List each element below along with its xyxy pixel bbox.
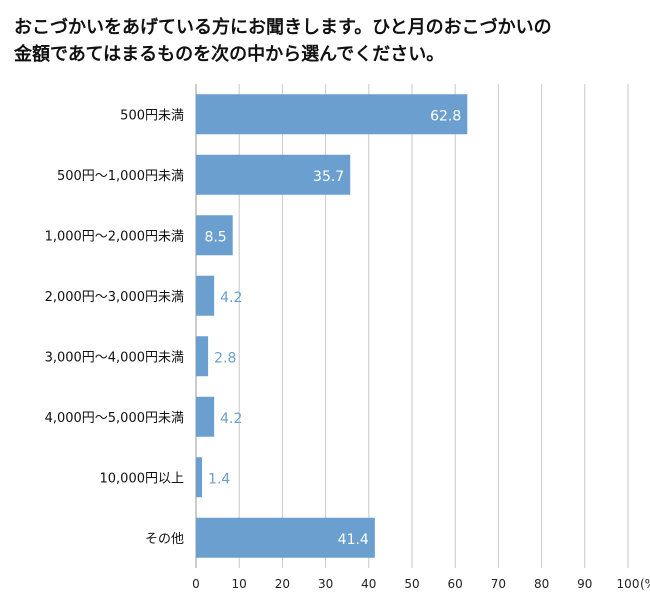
- x-tick-label: 30: [318, 577, 333, 591]
- bar: [196, 275, 215, 316]
- data-label: 35.7: [313, 169, 344, 185]
- category-label: 2,000円～3,000円未満: [45, 290, 184, 305]
- x-tick-label: 50: [404, 577, 419, 591]
- bar: [196, 94, 468, 135]
- data-label: 4.2: [220, 290, 242, 306]
- category-label: 1,000円～2,000円未満: [45, 229, 184, 244]
- bar: [196, 396, 215, 437]
- data-label: 41.4: [338, 532, 369, 548]
- bar: [196, 517, 375, 558]
- category-label: 4,000円～5,000円未満: [45, 411, 184, 426]
- x-tick-label: 0: [192, 577, 200, 591]
- category-label: 500円未満: [120, 108, 184, 123]
- x-tick-label: 40: [361, 577, 376, 591]
- chart-title-line-2: 金額であてはまるものを次の中から選んでください。: [14, 44, 445, 65]
- x-tick-label: 100: [617, 577, 640, 591]
- category-label: 10,000円以上: [100, 471, 185, 486]
- x-tick-label: 10: [232, 577, 247, 591]
- bar: [196, 457, 203, 498]
- data-label: 62.8: [430, 108, 461, 124]
- x-tick-label: 60: [448, 577, 463, 591]
- bar: [196, 336, 209, 377]
- x-unit-label: (%): [640, 577, 650, 591]
- bar: [196, 215, 233, 256]
- data-label: 2.8: [214, 350, 236, 366]
- data-label: 8.5: [204, 229, 226, 245]
- x-tick-label: 20: [275, 577, 290, 591]
- category-label: 3,000円～4,000円未満: [45, 350, 184, 365]
- x-tick-label: 70: [491, 577, 506, 591]
- category-label: 500円～1,000円未満: [57, 169, 184, 184]
- x-tick-label: 80: [534, 577, 549, 591]
- category-label: その他: [145, 532, 184, 547]
- data-label: 4.2: [220, 411, 242, 427]
- chart-title: おこづかいをあげている方にお聞きします。ひと月のおこづかいの 金額であてはまるも…: [14, 14, 640, 68]
- x-tick-label: 90: [577, 577, 592, 591]
- bar: [196, 154, 351, 195]
- data-label: 1.4: [208, 471, 230, 487]
- chart-title-line-1: おこづかいをあげている方にお聞きします。ひと月のおこづかいの: [14, 17, 552, 38]
